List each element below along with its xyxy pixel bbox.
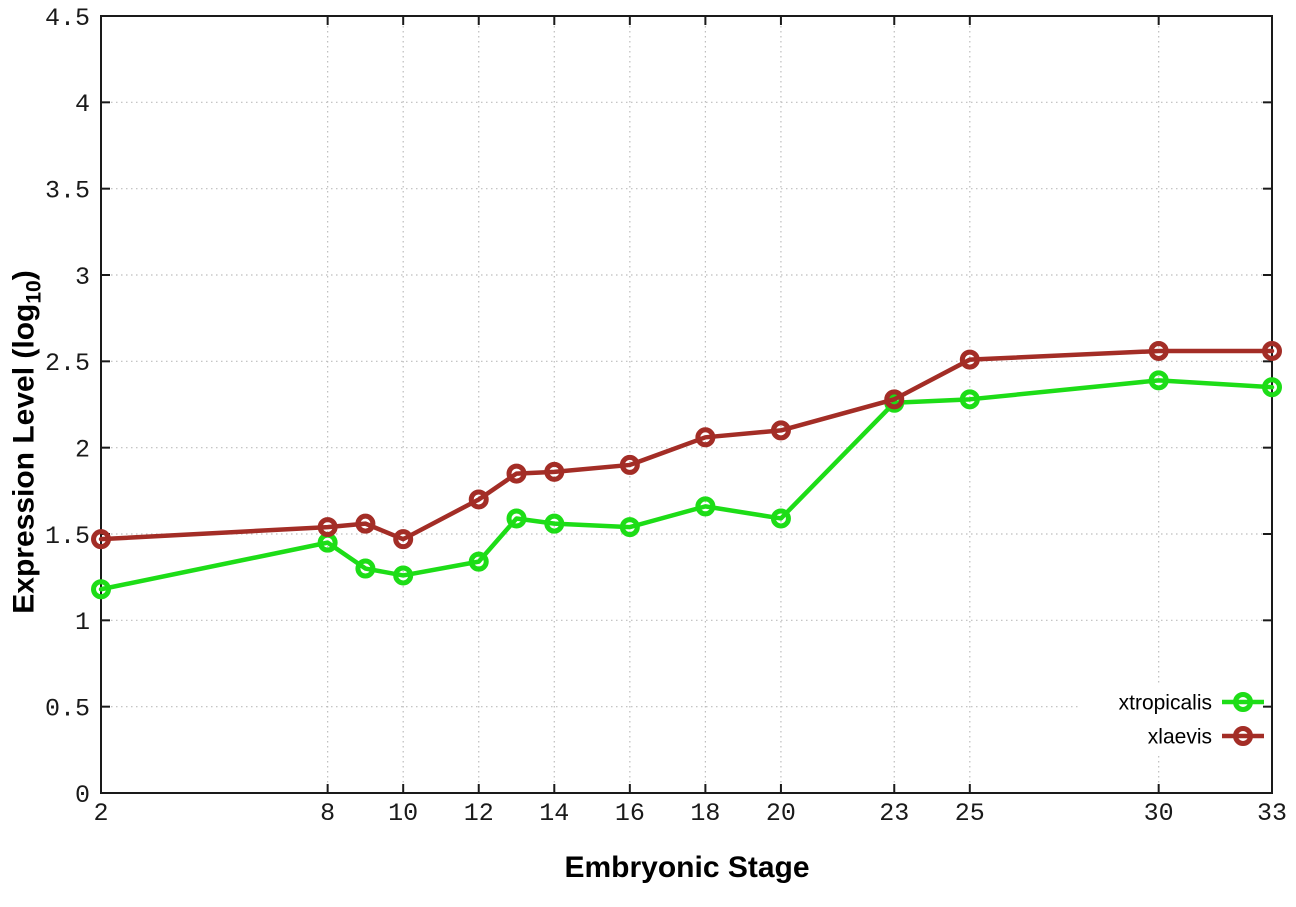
data-point-xlaevis <box>959 349 980 370</box>
data-point-xlaevis <box>619 454 640 475</box>
data-point-xlaevis <box>544 461 565 482</box>
y-tick-label: 1.5 <box>45 522 90 551</box>
legend-item-xtropicalis: xtropicalis <box>1119 691 1264 714</box>
data-point-xlaevis <box>317 517 338 538</box>
x-axis-title: Embryonic Stage <box>564 851 810 884</box>
x-tick-label: 23 <box>879 799 909 828</box>
data-point-xtropicalis <box>1148 370 1169 391</box>
x-tick-label: 33 <box>1257 799 1287 828</box>
data-point-xtropicalis <box>959 389 980 410</box>
gridlines <box>101 16 1272 793</box>
data-point-xtropicalis <box>770 508 791 529</box>
x-tick-label: 25 <box>955 799 985 828</box>
data-point-xlaevis <box>506 463 527 484</box>
y-tick-label: 0 <box>75 781 90 810</box>
y-tick-label: 2 <box>75 435 90 464</box>
data-point-xtropicalis <box>544 513 565 534</box>
data-point-xtropicalis <box>1262 377 1282 398</box>
series-xlaevis <box>91 340 1282 550</box>
legend-label-xlaevis: xlaevis <box>1148 725 1212 748</box>
data-point-xtropicalis <box>91 579 111 600</box>
series-line-xtropicalis <box>98 378 1275 592</box>
tick-marks <box>101 16 1272 793</box>
x-tick-label: 20 <box>766 799 796 828</box>
legend-marker-xtropicalis <box>1233 692 1253 712</box>
y-tick-labels: 0 0.5 1 1.5 2 2.5 3 3.5 4 4.5 <box>45 4 90 810</box>
data-point-xlaevis <box>468 489 489 510</box>
y-tick-label: 4 <box>75 90 90 119</box>
x-tick-label: 30 <box>1144 799 1174 828</box>
x-tick-label: 14 <box>539 799 569 828</box>
data-point-xlaevis <box>355 513 376 534</box>
data-point-xlaevis <box>393 529 414 550</box>
data-point-xlaevis <box>1148 340 1169 361</box>
x-tick-label: 2 <box>93 799 108 828</box>
legend-label-xtropicalis: xtropicalis <box>1119 691 1212 714</box>
y-axis-title-end: ) <box>7 270 41 281</box>
y-tick-label: 3.5 <box>45 176 90 205</box>
legend-item-xlaevis: xlaevis <box>1148 725 1264 748</box>
data-point-xlaevis <box>1262 340 1282 361</box>
data-point-xlaevis <box>695 427 716 448</box>
x-tick-label: 8 <box>320 799 335 828</box>
x-tick-label: 12 <box>464 799 494 828</box>
x-tick-label: 10 <box>388 799 418 828</box>
data-point-xlaevis <box>884 389 905 410</box>
y-axis-title-main: Expression Level (log <box>7 303 41 614</box>
data-point-xtropicalis <box>619 517 640 538</box>
legend-background <box>1078 684 1266 754</box>
y-tick-label: 2.5 <box>45 349 90 378</box>
legend-marker-xlaevis <box>1233 726 1253 746</box>
y-tick-label: 0.5 <box>45 694 90 723</box>
y-axis-title: Expression Level (log10) <box>8 270 47 613</box>
data-point-xlaevis <box>770 420 791 441</box>
x-tick-label: 18 <box>690 799 720 828</box>
y-tick-label: 3 <box>75 263 90 292</box>
y-tick-label: 1 <box>75 608 90 637</box>
series-xtropicalis <box>91 370 1282 600</box>
data-point-xtropicalis <box>506 508 527 529</box>
data-point-xtropicalis <box>695 496 716 517</box>
plot-border <box>100 15 1273 794</box>
data-point-xlaevis <box>91 529 111 550</box>
y-axis-title-subscript: 10 <box>22 280 46 304</box>
x-tick-label: 16 <box>615 799 645 828</box>
data-point-xtropicalis <box>393 565 414 586</box>
data-point-xtropicalis <box>355 558 376 579</box>
y-tick-label: 4.5 <box>45 4 90 33</box>
data-point-xtropicalis <box>468 551 489 572</box>
x-tick-labels: 2 8 10 12 14 16 18 20 23 25 30 33 <box>93 799 1287 828</box>
legend: xtropicalis xlaevis <box>1119 691 1264 748</box>
